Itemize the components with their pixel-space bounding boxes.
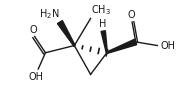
Polygon shape: [57, 21, 75, 46]
Text: OH: OH: [160, 41, 175, 51]
Text: O: O: [29, 25, 37, 35]
Text: OH: OH: [28, 72, 43, 82]
Text: O: O: [127, 10, 135, 20]
Text: H: H: [99, 19, 106, 29]
Polygon shape: [101, 31, 107, 53]
Text: CH$_3$: CH$_3$: [91, 3, 112, 17]
Polygon shape: [107, 39, 137, 53]
Text: H$_2$N: H$_2$N: [39, 7, 59, 21]
